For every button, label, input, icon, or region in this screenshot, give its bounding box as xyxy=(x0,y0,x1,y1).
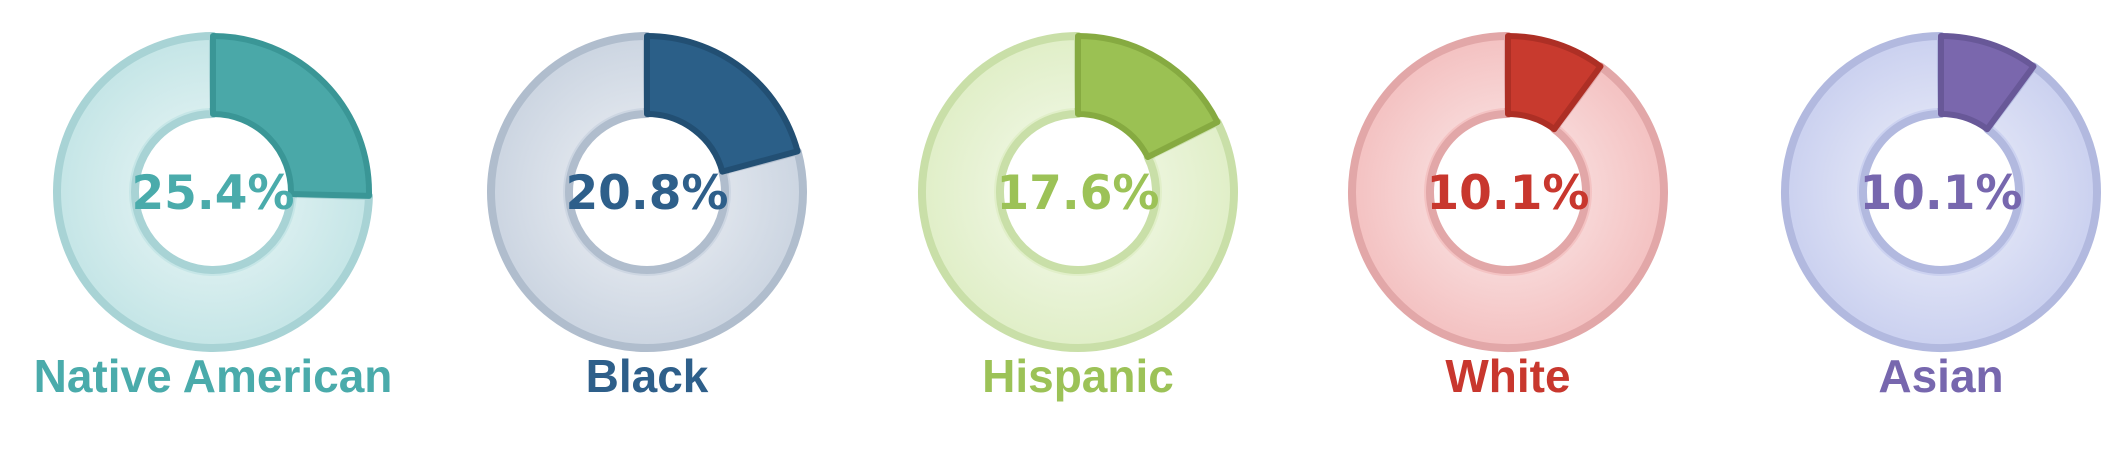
donut-native-american: 25.4% Native American xyxy=(34,32,393,402)
donut-remainder-shade-hispanic xyxy=(928,42,1229,343)
donut-slice-white xyxy=(1505,33,1604,133)
value-label-hispanic: 17.6% xyxy=(996,166,1159,221)
category-label-hispanic: Hispanic xyxy=(982,350,1174,402)
donut-hispanic: 17.6% Hispanic xyxy=(918,32,1238,402)
value-label-white: 10.1% xyxy=(1426,166,1589,221)
value-label-asian: 10.1% xyxy=(1859,166,2022,221)
donut-slice-asian xyxy=(1938,33,2037,133)
donut-asian: 10.1% Asian xyxy=(1781,32,2102,402)
donut-white: 10.1% White xyxy=(1348,32,1669,402)
donut-slice-hispanic xyxy=(1075,33,1221,161)
donut-remainder-shade-black xyxy=(497,42,797,343)
donut-black: 20.8% Black xyxy=(487,32,807,402)
category-label-native-american: Native American xyxy=(34,350,393,402)
value-label-native-american: 25.4% xyxy=(131,166,294,221)
category-label-asian: Asian xyxy=(1878,350,2003,402)
category-label-black: Black xyxy=(586,350,709,402)
donut-slice-native-american xyxy=(210,33,372,199)
donut-remainder-shade-native-american xyxy=(63,42,363,343)
value-label-black: 20.8% xyxy=(565,166,728,221)
donut-slice-black xyxy=(644,33,801,175)
donut-remainder-shade-white xyxy=(1358,42,1658,343)
category-label-white: White xyxy=(1445,350,1570,402)
donut-remainder-shade-asian xyxy=(1791,42,2091,343)
